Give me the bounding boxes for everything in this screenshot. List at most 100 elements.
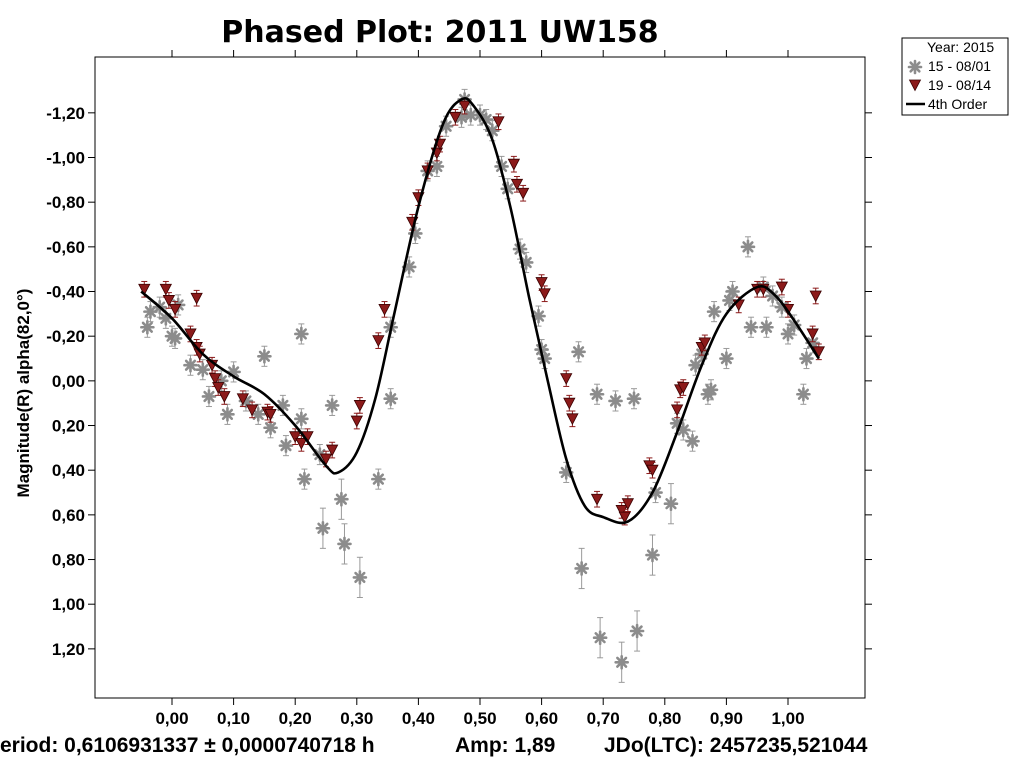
data-point-asterisk xyxy=(337,536,352,552)
data-point-asterisk xyxy=(589,386,605,402)
data-point-triangle xyxy=(516,187,530,200)
data-point-asterisk xyxy=(719,351,734,366)
data-point-triangle xyxy=(677,382,690,394)
data-point-triangle xyxy=(264,408,277,421)
data-point-triangle xyxy=(372,335,385,348)
data-point-asterisk xyxy=(740,239,756,255)
data-point-asterisk xyxy=(571,344,586,360)
y-tick-label: -0,80 xyxy=(46,193,85,212)
data-point-asterisk xyxy=(183,357,198,373)
legend-entry-1: 15 - 08/01 xyxy=(928,58,991,74)
data-point-triangle xyxy=(245,404,259,417)
data-point-triangle xyxy=(618,511,631,524)
y-tick-label: 0,80 xyxy=(52,551,85,570)
chart-title: Phased Plot: 2011 UW158 xyxy=(221,15,658,50)
data-point-triangle xyxy=(621,498,635,511)
data-point-asterisk xyxy=(685,433,700,449)
x-axis-ticks: 0,00 0,10 0,20 0,30 0,40 0,50 0,60 0,70 0,80 0,90… xyxy=(155,50,805,728)
data-point-asterisk xyxy=(324,398,340,413)
y-axis-label: Magnitude(R) alpha(82,0°) xyxy=(14,289,33,498)
data-point-asterisk xyxy=(201,389,217,404)
data-point-asterisk xyxy=(334,491,349,507)
y-tick-label: 1,20 xyxy=(52,640,85,659)
data-point-triangle xyxy=(168,303,182,316)
data-point-asterisk xyxy=(294,411,309,427)
x-tick-label: 0,10 xyxy=(217,709,250,728)
data-point-triangle xyxy=(378,303,391,316)
data-point-triangle xyxy=(184,328,197,341)
data-point-asterisk xyxy=(263,420,278,436)
data-point-asterisk xyxy=(706,304,722,319)
data-point-triangle xyxy=(492,116,505,129)
y-tick-label: -0,60 xyxy=(46,238,85,257)
data-point-asterisk xyxy=(220,407,235,422)
data-point-triangle xyxy=(560,373,573,385)
data-point-asterisk xyxy=(275,398,291,413)
data-point-triangle xyxy=(212,382,225,394)
fit-curve-4th-order xyxy=(140,96,820,525)
data-point-triangle xyxy=(646,464,659,477)
legend-marker-triangle xyxy=(908,79,922,92)
x-tick-label: 0,40 xyxy=(402,709,435,728)
data-point-asterisk xyxy=(463,107,479,123)
data-point-triangle xyxy=(535,277,548,289)
data-point-asterisk xyxy=(574,561,589,576)
data-point-triangle xyxy=(590,493,604,506)
legend-marker-asterisk xyxy=(907,59,923,75)
data-point-asterisk xyxy=(799,351,814,366)
x-tick-label: 0,20 xyxy=(279,709,312,728)
data-point-triangle xyxy=(295,437,308,450)
data-point-triangle xyxy=(449,111,462,124)
data-point-asterisk xyxy=(278,438,294,453)
data-series-layer xyxy=(138,88,825,683)
data-point-triangle xyxy=(775,281,789,294)
footer-jdo: JDo(LTC): 2457235,521044 xyxy=(604,734,868,757)
y-tick-label: 0,60 xyxy=(52,506,85,525)
footer-amplitude: Amp: 1,89 xyxy=(455,734,555,757)
data-point-asterisk xyxy=(558,465,574,480)
legend-entry-3: 4th Order xyxy=(928,96,987,112)
data-point-triangle xyxy=(353,400,367,412)
y-tick-label: 1,00 xyxy=(52,595,85,614)
data-point-asterisk xyxy=(140,319,155,335)
y-tick-label: 0,00 xyxy=(52,372,85,391)
y-tick-label: 0,20 xyxy=(52,417,85,436)
data-point-triangle xyxy=(325,444,339,457)
data-point-asterisk xyxy=(725,284,740,299)
data-point-asterisk xyxy=(796,386,811,402)
data-point-asterisk xyxy=(352,570,368,585)
data-point-asterisk xyxy=(629,623,645,639)
x-tick-label: 0,60 xyxy=(525,709,558,728)
data-point-triangle xyxy=(563,397,576,410)
data-point-asterisk xyxy=(371,471,386,487)
x-tick-label: 0,00 xyxy=(155,709,188,728)
data-point-asterisk xyxy=(257,348,272,364)
data-point-asterisk xyxy=(614,654,629,670)
legend-asterisk-icon xyxy=(907,59,923,75)
data-point-triangle xyxy=(538,288,551,301)
data-point-asterisk xyxy=(592,630,608,645)
data-point-asterisk xyxy=(250,407,266,422)
data-point-asterisk xyxy=(626,391,642,407)
x-tick-label: 0,80 xyxy=(648,709,681,728)
legend: Year: 2015 15 - 08/01 19 - 08/14 4th Ord… xyxy=(901,37,1009,116)
data-point-triangle xyxy=(507,158,521,171)
data-point-asterisk xyxy=(383,391,398,407)
y-tick-label: -0,20 xyxy=(46,327,85,346)
data-point-triangle xyxy=(566,413,579,426)
data-point-asterisk xyxy=(780,326,796,342)
data-point-asterisk xyxy=(703,382,719,398)
data-point-triangle xyxy=(806,328,819,341)
data-point-triangle xyxy=(319,453,333,466)
data-point-asterisk xyxy=(688,357,703,373)
data-point-triangle xyxy=(670,404,684,417)
data-point-triangle xyxy=(236,393,250,406)
legend-header: Year: 2015 xyxy=(927,39,994,55)
plot-area xyxy=(94,56,866,699)
x-tick-label: 1,00 xyxy=(771,709,804,728)
legend-entry-2: 19 - 08/14 xyxy=(928,77,991,93)
data-point-triangle xyxy=(138,283,151,296)
data-point-asterisk xyxy=(608,393,623,409)
legend-box xyxy=(901,37,1009,116)
